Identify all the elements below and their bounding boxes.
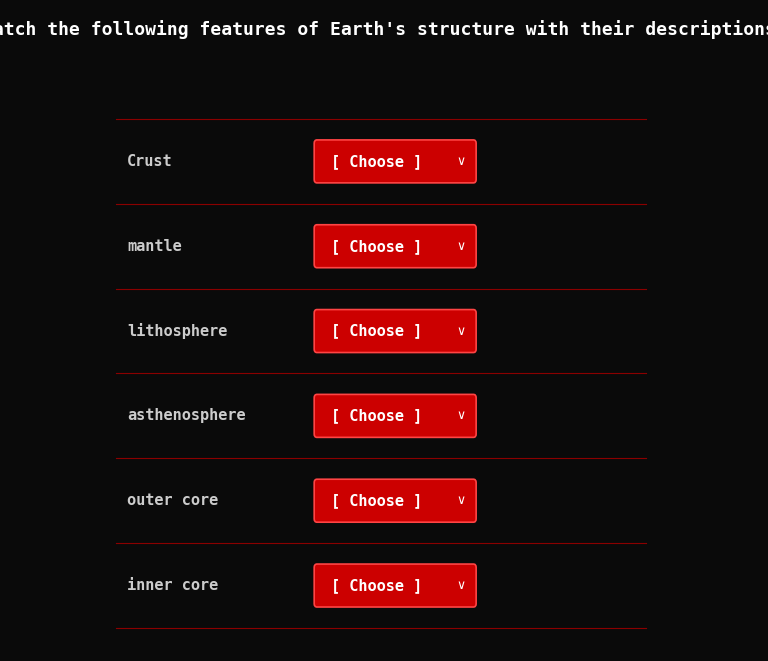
Text: Match the following features of Earth's structure with their descriptions.: Match the following features of Earth's …	[0, 20, 768, 39]
FancyBboxPatch shape	[314, 225, 476, 268]
Text: mantle: mantle	[127, 239, 182, 254]
Text: ∨: ∨	[456, 409, 465, 422]
Text: [ Choose ]: [ Choose ]	[331, 239, 422, 254]
FancyBboxPatch shape	[314, 564, 476, 607]
Text: asthenosphere: asthenosphere	[127, 408, 246, 424]
Text: ∨: ∨	[456, 579, 465, 592]
FancyBboxPatch shape	[314, 309, 476, 352]
Text: inner core: inner core	[127, 578, 218, 593]
Text: ∨: ∨	[456, 494, 465, 507]
Text: [ Choose ]: [ Choose ]	[331, 493, 422, 508]
Text: ∨: ∨	[456, 240, 465, 253]
Text: Crust: Crust	[127, 154, 173, 169]
Text: lithosphere: lithosphere	[127, 323, 227, 339]
Text: [ Choose ]: [ Choose ]	[331, 408, 422, 424]
FancyBboxPatch shape	[314, 140, 476, 183]
Text: ∨: ∨	[456, 155, 465, 168]
Text: [ Choose ]: [ Choose ]	[331, 578, 422, 593]
FancyBboxPatch shape	[314, 479, 476, 522]
Text: [ Choose ]: [ Choose ]	[331, 154, 422, 169]
Text: ∨: ∨	[456, 325, 465, 338]
Text: [ Choose ]: [ Choose ]	[331, 323, 422, 338]
Text: outer core: outer core	[127, 493, 218, 508]
FancyBboxPatch shape	[314, 395, 476, 438]
